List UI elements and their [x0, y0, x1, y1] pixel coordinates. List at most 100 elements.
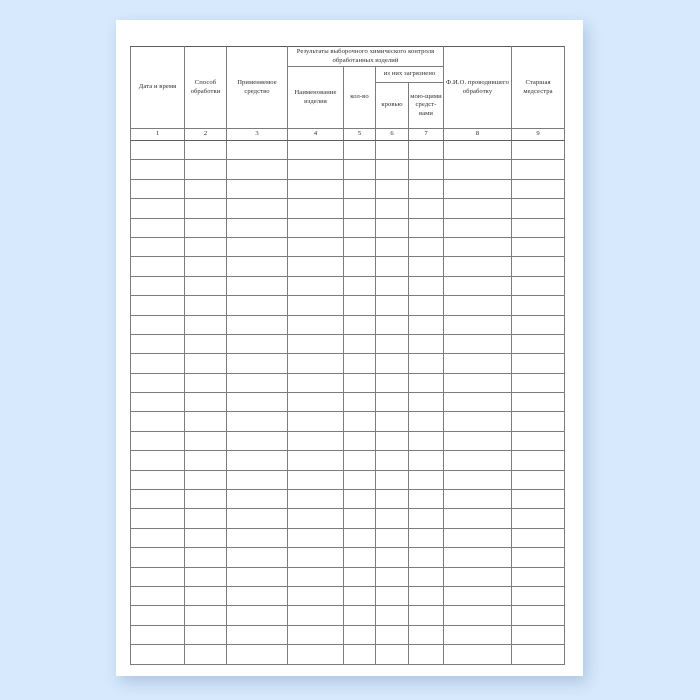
- table-cell-empty[interactable]: [130, 547, 185, 568]
- table-cell-empty[interactable]: [407, 256, 445, 277]
- table-cell-empty[interactable]: [287, 236, 344, 258]
- table-cell-empty[interactable]: [511, 605, 566, 626]
- table-cell-empty[interactable]: [226, 411, 288, 432]
- table-cell-empty[interactable]: [407, 411, 445, 432]
- table-cell-empty[interactable]: [130, 333, 185, 355]
- table-cell-empty[interactable]: [511, 644, 566, 665]
- table-cell-empty[interactable]: [511, 295, 566, 316]
- table-cell-empty[interactable]: [184, 256, 227, 277]
- table-cell-empty[interactable]: [130, 275, 185, 297]
- table-cell-empty[interactable]: [407, 430, 445, 452]
- table-cell-empty[interactable]: [375, 217, 409, 238]
- table-cell-empty[interactable]: [130, 450, 185, 471]
- table-cell-empty[interactable]: [407, 275, 445, 297]
- table-cell-empty[interactable]: [226, 178, 288, 200]
- table-cell-empty[interactable]: [130, 624, 185, 646]
- table-cell-empty[interactable]: [443, 644, 513, 665]
- table-cell-empty[interactable]: [184, 450, 227, 471]
- table-cell-empty[interactable]: [443, 333, 513, 355]
- table-cell-empty[interactable]: [511, 217, 566, 238]
- table-cell-empty[interactable]: [287, 508, 344, 529]
- table-cell-empty[interactable]: [226, 527, 288, 549]
- table-cell-empty[interactable]: [375, 527, 409, 549]
- table-cell-empty[interactable]: [343, 256, 376, 277]
- table-cell-empty[interactable]: [130, 585, 185, 607]
- table-cell-empty[interactable]: [287, 256, 344, 277]
- table-cell-empty[interactable]: [130, 139, 185, 161]
- table-cell-empty[interactable]: [226, 508, 288, 529]
- table-cell-empty[interactable]: [343, 605, 376, 626]
- table-cell-empty[interactable]: [375, 178, 409, 200]
- table-cell-empty[interactable]: [407, 217, 445, 238]
- table-cell-empty[interactable]: [511, 508, 566, 529]
- table-cell-empty[interactable]: [184, 489, 227, 510]
- table-cell-empty[interactable]: [130, 411, 185, 432]
- table-cell-empty[interactable]: [130, 392, 185, 413]
- table-cell-empty[interactable]: [443, 489, 513, 510]
- table-cell-empty[interactable]: [184, 644, 227, 665]
- table-cell-empty[interactable]: [226, 139, 288, 161]
- table-cell-empty[interactable]: [130, 527, 185, 549]
- table-cell-empty[interactable]: [130, 430, 185, 452]
- table-cell-empty[interactable]: [343, 333, 376, 355]
- table-cell-empty[interactable]: [287, 527, 344, 549]
- table-cell-empty[interactable]: [226, 333, 288, 355]
- table-cell-empty[interactable]: [443, 275, 513, 297]
- table-cell-empty[interactable]: [375, 605, 409, 626]
- table-cell-empty[interactable]: [443, 392, 513, 413]
- table-cell-empty[interactable]: [511, 353, 566, 374]
- table-cell-empty[interactable]: [343, 139, 376, 161]
- table-cell-empty[interactable]: [407, 450, 445, 471]
- table-cell-empty[interactable]: [184, 178, 227, 200]
- table-cell-empty[interactable]: [226, 430, 288, 452]
- table-cell-empty[interactable]: [407, 527, 445, 549]
- table-cell-empty[interactable]: [184, 217, 227, 238]
- table-cell-empty[interactable]: [511, 314, 566, 335]
- table-cell-empty[interactable]: [287, 489, 344, 510]
- table-cell-empty[interactable]: [287, 333, 344, 355]
- table-cell-empty[interactable]: [511, 333, 566, 355]
- table-cell-empty[interactable]: [407, 547, 445, 568]
- table-cell-empty[interactable]: [343, 527, 376, 549]
- table-cell-empty[interactable]: [287, 198, 344, 219]
- table-cell-empty[interactable]: [511, 256, 566, 277]
- table-cell-empty[interactable]: [287, 217, 344, 238]
- table-cell-empty[interactable]: [511, 159, 566, 180]
- table-cell-empty[interactable]: [287, 295, 344, 316]
- table-cell-empty[interactable]: [375, 430, 409, 452]
- table-cell-empty[interactable]: [375, 508, 409, 529]
- table-cell-empty[interactable]: [375, 547, 409, 568]
- table-cell-empty[interactable]: [407, 585, 445, 607]
- table-cell-empty[interactable]: [130, 217, 185, 238]
- table-cell-empty[interactable]: [511, 585, 566, 607]
- table-cell-empty[interactable]: [407, 469, 445, 491]
- table-cell-empty[interactable]: [443, 527, 513, 549]
- table-cell-empty[interactable]: [184, 469, 227, 491]
- table-cell-empty[interactable]: [375, 469, 409, 491]
- table-cell-empty[interactable]: [375, 392, 409, 413]
- table-cell-empty[interactable]: [287, 392, 344, 413]
- table-cell-empty[interactable]: [184, 605, 227, 626]
- table-cell-empty[interactable]: [511, 372, 566, 394]
- table-cell-empty[interactable]: [407, 508, 445, 529]
- table-cell-empty[interactable]: [287, 314, 344, 335]
- table-cell-empty[interactable]: [226, 256, 288, 277]
- table-cell-empty[interactable]: [226, 605, 288, 626]
- table-cell-empty[interactable]: [343, 430, 376, 452]
- table-cell-empty[interactable]: [287, 547, 344, 568]
- table-cell-empty[interactable]: [443, 566, 513, 587]
- table-cell-empty[interactable]: [287, 450, 344, 471]
- table-cell-empty[interactable]: [287, 430, 344, 452]
- table-cell-empty[interactable]: [343, 159, 376, 180]
- table-cell-empty[interactable]: [184, 372, 227, 394]
- table-cell-empty[interactable]: [511, 139, 566, 161]
- table-cell-empty[interactable]: [130, 353, 185, 374]
- table-cell-empty[interactable]: [407, 605, 445, 626]
- table-cell-empty[interactable]: [287, 605, 344, 626]
- table-cell-empty[interactable]: [443, 198, 513, 219]
- table-cell-empty[interactable]: [287, 178, 344, 200]
- table-cell-empty[interactable]: [343, 275, 376, 297]
- table-cell-empty[interactable]: [343, 295, 376, 316]
- table-cell-empty[interactable]: [226, 159, 288, 180]
- table-cell-empty[interactable]: [443, 430, 513, 452]
